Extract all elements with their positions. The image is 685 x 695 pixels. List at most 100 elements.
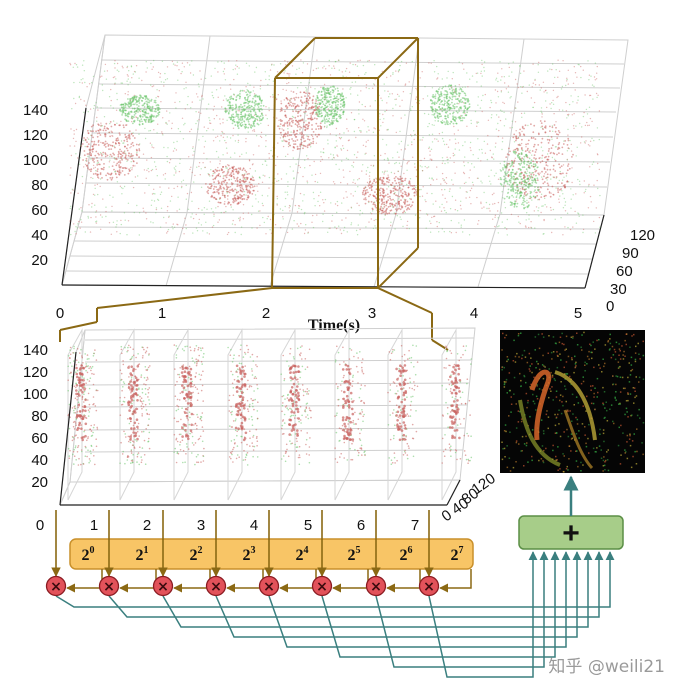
multiplier-node: × <box>98 575 120 597</box>
multiplier-symbol: × <box>210 579 222 595</box>
multiplier-node: × <box>152 575 174 597</box>
top-z-tick: 20 <box>31 252 48 269</box>
bottom-plot-axes <box>59 351 461 506</box>
weight-label: 21 <box>136 545 149 564</box>
bottom-x-tick: 1 <box>90 517 98 534</box>
multiplier-to-adder-arrow <box>428 551 538 678</box>
top-y-tick: 60 <box>616 263 633 280</box>
multiplier-symbol: × <box>103 579 115 595</box>
time-axis-label: Time(s) <box>308 317 360 334</box>
weight-to-multiplier-arrow <box>119 569 157 593</box>
bottom-x-tick: 0 <box>36 517 44 534</box>
time-slice-panel <box>280 328 296 501</box>
time-slice-panel <box>67 328 83 501</box>
top-y-tick: 90 <box>622 245 639 262</box>
weight-to-multiplier-arrow <box>386 569 421 593</box>
multiplier-to-adder-arrow <box>215 551 582 638</box>
bottom-x-tick: 7 <box>411 517 419 534</box>
multiplier-node: × <box>205 575 227 597</box>
multiplier-node: × <box>311 575 333 597</box>
multiplier-symbol: × <box>50 579 62 595</box>
watermark-text: 知乎 @weili21 <box>548 657 665 677</box>
multiplier-to-adder-arrow <box>55 551 615 608</box>
weight-to-multiplier-arrow <box>279 569 317 593</box>
bottom-x-tick-labels: 0 1 2 3 4 5 6 7 <box>36 517 419 534</box>
bottom-y-tick: 40 <box>449 495 472 518</box>
top-x-tick: 0 <box>56 305 64 322</box>
bottom-z-tick: 140 <box>23 342 48 359</box>
time-slice-panel <box>334 328 350 501</box>
multiplier-node: × <box>258 575 280 597</box>
weight-to-multiplier-arrow <box>66 569 103 593</box>
time-slice-panel <box>227 328 243 501</box>
bottom-z-tick: 60 <box>31 430 48 447</box>
top-z-tick: 40 <box>31 227 48 244</box>
weight-label: 24 <box>296 545 309 564</box>
multiplier-symbol: × <box>423 579 435 595</box>
top-x-tick: 4 <box>470 305 478 322</box>
weight-label: 27 <box>451 545 464 564</box>
weight-bar: 20 21 22 23 24 25 26 27 <box>69 538 474 570</box>
top-z-tick-labels: 140 120 100 80 60 40 20 <box>23 102 48 269</box>
bottom-x-tick: 4 <box>250 517 258 534</box>
top-x-tick: 2 <box>262 305 270 322</box>
multiplier-symbol: × <box>157 579 169 595</box>
bottom-z-tick: 120 <box>23 364 48 381</box>
bottom-z-tick-labels: 140 120 100 80 60 40 20 <box>23 342 48 491</box>
time-slice-panel <box>119 328 135 501</box>
bottom-x-tick: 6 <box>357 517 365 534</box>
bottom-z-tick: 20 <box>31 474 48 491</box>
multiplier-node: × <box>418 575 440 597</box>
bottom-slice-panels <box>67 328 457 501</box>
weight-to-multiplier-arrow <box>173 569 211 593</box>
multiplier-to-adder-arrow <box>268 551 571 648</box>
multiplier-symbol: × <box>263 579 275 595</box>
time-slice-panel <box>387 328 403 501</box>
top-plot-axes <box>61 107 605 289</box>
bottom-y-tick: 80 <box>459 485 482 508</box>
time-window-box <box>271 37 419 289</box>
top-y-tick: 120 <box>630 227 655 244</box>
adder-symbol: + <box>562 517 580 550</box>
time-slice-panel <box>173 328 189 501</box>
top-event-cloud <box>69 59 601 236</box>
adder-block: + <box>518 475 624 550</box>
top-z-tick: 120 <box>23 127 48 144</box>
multiplier-node: × <box>365 575 387 597</box>
top-z-tick: 60 <box>31 202 48 219</box>
multiplier-to-adder-arrow <box>321 551 560 658</box>
weight-label: 26 <box>400 545 413 564</box>
bottom-x-tick: 2 <box>143 517 151 534</box>
reconstructed-frame-image <box>500 330 645 473</box>
bottom-x-tick: 5 <box>304 517 312 534</box>
weight-to-multiplier-arrow <box>226 569 264 593</box>
weight-to-multiplier-arrow <box>332 569 369 593</box>
multiplier-symbol: × <box>316 579 328 595</box>
top-plot-grid <box>61 34 629 289</box>
bottom-z-tick: 40 <box>31 452 48 469</box>
weight-label: 22 <box>190 545 203 564</box>
multiplier-node: × <box>45 575 67 597</box>
multiplier-nodes: × × × × × × × × <box>45 575 440 597</box>
top-x-tick: 1 <box>158 305 166 322</box>
top-x-tick: 3 <box>368 305 376 322</box>
top-y-tick: 30 <box>610 281 627 298</box>
top-y-tick: 0 <box>606 298 614 315</box>
bottom-x-tick: 3 <box>197 517 205 534</box>
time-slice-panel <box>441 328 457 501</box>
multiplier-to-adder-arrow <box>108 551 604 618</box>
zoom-bracket <box>59 287 449 351</box>
top-z-tick: 80 <box>31 177 48 194</box>
top-z-tick: 140 <box>23 102 48 119</box>
bottom-event-cloud <box>67 344 473 466</box>
bottom-z-tick: 100 <box>23 386 48 403</box>
weight-label: 23 <box>243 545 256 564</box>
multiplier-symbol: × <box>370 579 382 595</box>
weight-to-multiplier-arrow <box>439 569 472 593</box>
multiplier-to-adder-arrow <box>375 551 549 668</box>
